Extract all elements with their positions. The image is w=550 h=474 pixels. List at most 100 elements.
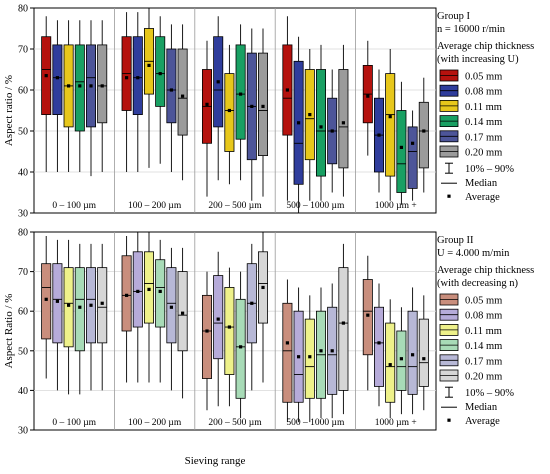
box-0.05mm-cat4 bbox=[282, 279, 293, 423]
legend-average-icon bbox=[447, 418, 451, 422]
average-marker bbox=[205, 329, 209, 333]
box-0.08mm-cat3 bbox=[213, 251, 224, 407]
average-marker bbox=[319, 349, 323, 353]
box-0.20mm-cat3 bbox=[257, 28, 268, 197]
average-marker bbox=[147, 63, 151, 67]
average-marker bbox=[377, 133, 381, 137]
legend-series-label: 0.08 mm bbox=[465, 87, 502, 98]
average-marker bbox=[261, 285, 265, 290]
average-marker bbox=[399, 357, 403, 361]
box bbox=[132, 36, 143, 116]
legend-median-label: Median bbox=[465, 178, 498, 189]
box-0.08mm-cat2 bbox=[132, 232, 143, 383]
box bbox=[177, 48, 188, 136]
box-0.14mm-cat1 bbox=[74, 20, 85, 172]
legend-average-label: Average bbox=[465, 192, 500, 203]
legend-series-label: 0.14 mm bbox=[465, 117, 502, 128]
box-0.08mm-cat1 bbox=[52, 20, 63, 172]
box-0.11mm-cat2 bbox=[143, 232, 154, 383]
average-marker bbox=[411, 353, 415, 357]
box bbox=[338, 267, 349, 391]
legend: Group I n = 16000 r/min Average chip thick… bbox=[437, 11, 534, 203]
condition-label: n = 16000 r/min bbox=[437, 24, 506, 35]
y-tick-label: 60 bbox=[18, 307, 28, 318]
legend-series-label: 0.17 mm bbox=[465, 132, 502, 143]
box-0.20mm-cat4 bbox=[338, 243, 349, 415]
y-axis-label: Aspect Ratio / % bbox=[3, 294, 15, 369]
box bbox=[257, 52, 268, 156]
y-tick-label: 40 bbox=[18, 168, 28, 179]
y-axis-label: Aspect ratio / % bbox=[3, 75, 15, 146]
box-0.14mm-cat5 bbox=[396, 307, 407, 415]
box bbox=[166, 267, 177, 344]
average-marker bbox=[100, 301, 104, 305]
x-axis-label: Sieving range bbox=[185, 455, 246, 467]
legend-series-label: 0.05 mm bbox=[465, 72, 502, 83]
box-0.17mm-cat3 bbox=[246, 28, 257, 201]
average-marker bbox=[422, 129, 426, 133]
box-0.14mm-cat3 bbox=[235, 24, 246, 181]
average-marker bbox=[250, 104, 254, 108]
box bbox=[52, 44, 63, 115]
box bbox=[396, 110, 407, 193]
average-marker bbox=[341, 321, 345, 325]
box-0.05mm-cat2 bbox=[121, 235, 132, 383]
average-marker bbox=[285, 88, 289, 92]
group-label: Group I bbox=[437, 11, 470, 22]
average-marker bbox=[78, 84, 82, 88]
box-0.14mm-cat4 bbox=[315, 287, 326, 419]
category-label: 100 – 200 µm bbox=[128, 201, 182, 211]
average-marker bbox=[297, 355, 301, 359]
box-0.08mm-cat4 bbox=[293, 287, 304, 423]
average-marker bbox=[44, 297, 48, 301]
box-0.05mm-cat1 bbox=[41, 235, 52, 379]
category-label: 1000 µm + bbox=[375, 201, 417, 211]
y-tick-label: 50 bbox=[18, 127, 28, 138]
group-label: Group II bbox=[437, 235, 474, 246]
box bbox=[235, 298, 246, 399]
box bbox=[143, 251, 154, 324]
box-0.20mm-cat4 bbox=[338, 44, 349, 197]
box bbox=[396, 330, 407, 391]
box-0.17mm-cat1 bbox=[86, 20, 97, 177]
box-0.05mm-cat5 bbox=[362, 255, 373, 391]
legend-whisker-label: 10% – 90% bbox=[465, 388, 514, 399]
average-marker bbox=[227, 325, 231, 329]
average-marker bbox=[67, 84, 71, 88]
box-0.11mm-cat3 bbox=[224, 267, 235, 407]
average-marker bbox=[388, 363, 392, 367]
average-marker bbox=[366, 313, 370, 317]
category-label: 200 – 500 µm bbox=[208, 418, 262, 428]
box bbox=[155, 259, 166, 328]
box-0.20mm-cat1 bbox=[97, 243, 108, 391]
y-tick-label: 80 bbox=[18, 4, 28, 15]
category-label: 500 – 1000 µm bbox=[286, 201, 345, 211]
box bbox=[155, 36, 166, 107]
box bbox=[74, 44, 85, 132]
box-0.20mm-cat5 bbox=[418, 77, 429, 193]
box bbox=[282, 302, 293, 403]
box bbox=[224, 287, 235, 375]
box-0.17mm-cat1 bbox=[86, 243, 97, 391]
box bbox=[235, 44, 246, 140]
box bbox=[166, 48, 177, 124]
box bbox=[41, 263, 52, 340]
average-marker bbox=[341, 121, 345, 125]
box-0.20mm-cat3 bbox=[257, 232, 268, 383]
box-0.05mm-cat2 bbox=[121, 12, 132, 172]
average-marker bbox=[216, 317, 220, 321]
legend-series-label: 0.20 mm bbox=[465, 148, 502, 159]
legend-average-icon bbox=[447, 194, 451, 198]
average-marker bbox=[239, 345, 243, 349]
box-0.11mm-cat4 bbox=[304, 49, 315, 201]
average-marker bbox=[147, 287, 151, 292]
box-0.17mm-cat2 bbox=[166, 24, 177, 172]
box-0.14mm-cat3 bbox=[235, 271, 246, 419]
box-0.11mm-cat1 bbox=[63, 239, 74, 395]
average-marker bbox=[55, 299, 59, 303]
average-marker bbox=[205, 102, 209, 106]
box-0.14mm-cat1 bbox=[74, 243, 85, 395]
legend-series-label: 0.11 mm bbox=[465, 326, 502, 337]
average-marker bbox=[136, 76, 140, 80]
box bbox=[74, 267, 85, 352]
